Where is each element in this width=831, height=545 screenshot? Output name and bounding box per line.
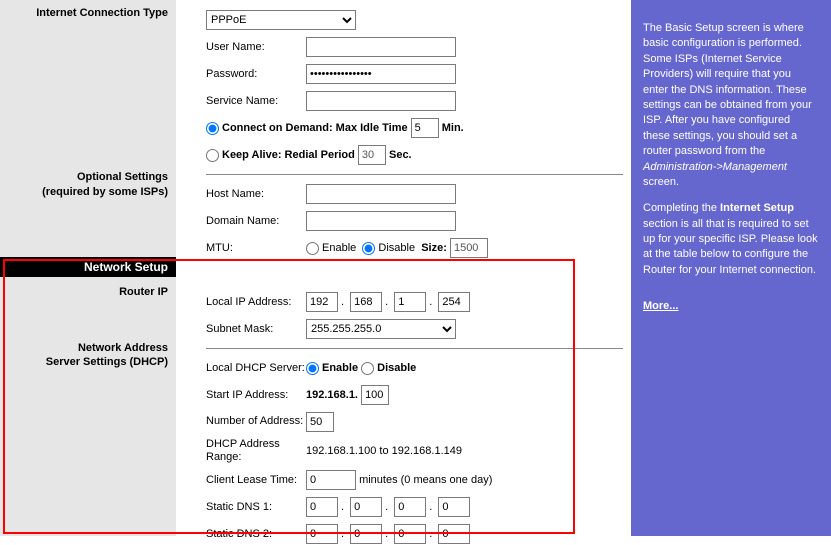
dns2-o3[interactable]: [394, 524, 426, 544]
service-name-label: Service Name:: [206, 95, 306, 107]
dns1-o4[interactable]: [438, 497, 470, 517]
dhcp-disable-label: Disable: [377, 362, 416, 374]
num-addr-label: Number of Address:: [206, 415, 306, 428]
dns2-o2[interactable]: [350, 524, 382, 544]
dns1-o3[interactable]: [394, 497, 426, 517]
keep-alive-label: Keep Alive: Redial Period: [222, 149, 355, 161]
mtu-size-input[interactable]: [450, 238, 488, 258]
subnet-mask-label: Subnet Mask:: [206, 323, 306, 335]
mtu-label: MTU:: [206, 242, 306, 254]
service-name-input[interactable]: [306, 91, 456, 111]
lease-time-input[interactable]: [306, 470, 356, 490]
start-ip-last-input[interactable]: [361, 385, 389, 405]
local-ip-o3[interactable]: [394, 292, 426, 312]
left-label-column: Internet Connection Type Optional Settin…: [0, 0, 176, 536]
start-ip-prefix: 192.168.1.: [306, 389, 358, 401]
dhcp-section-label-1: Network Address: [0, 341, 168, 355]
help-paragraph-2: Completing the Internet Setup section is…: [643, 201, 819, 278]
mtu-disable-radio[interactable]: [362, 242, 375, 255]
optional-settings-label-2: (required by some ISPs): [0, 185, 168, 199]
separator-2: [206, 348, 623, 349]
password-input[interactable]: [306, 64, 456, 84]
form-area: PPPoE User Name: Password: Service Name:…: [176, 0, 631, 536]
local-ip-label: Local IP Address:: [206, 296, 306, 308]
start-ip-label: Start IP Address:: [206, 389, 306, 401]
local-ip-o4[interactable]: [438, 292, 470, 312]
lease-time-label: Client Lease Time:: [206, 474, 306, 486]
lease-time-suffix: minutes (0 means one day): [359, 474, 492, 486]
dns1-o1[interactable]: [306, 497, 338, 517]
mtu-size-label: Size:: [421, 242, 447, 254]
help-paragraph-1: The Basic Setup screen is where basic co…: [643, 21, 819, 190]
dhcp-server-label: Local DHCP Server:: [206, 362, 306, 374]
local-ip-o1[interactable]: [306, 292, 338, 312]
host-name-label: Host Name:: [206, 188, 306, 200]
local-ip-o2[interactable]: [350, 292, 382, 312]
connection-type-select[interactable]: PPPoE: [206, 10, 356, 30]
router-ip-label: Router IP: [0, 277, 168, 299]
num-addr-input[interactable]: [306, 412, 334, 432]
host-name-input[interactable]: [306, 184, 456, 204]
dns2-o4[interactable]: [438, 524, 470, 544]
password-label: Password:: [206, 68, 306, 80]
optional-settings-label-1: Optional Settings: [0, 170, 168, 184]
connect-on-demand-radio[interactable]: [206, 122, 219, 135]
mtu-enable-radio[interactable]: [306, 242, 319, 255]
connect-on-demand-label: Connect on Demand: Max Idle Time: [222, 122, 408, 134]
dhcp-section-label-2: Server Settings (DHCP): [0, 355, 168, 369]
max-idle-time-input[interactable]: [411, 118, 439, 138]
redial-period-input[interactable]: [358, 145, 386, 165]
keep-alive-radio[interactable]: [206, 149, 219, 162]
dhcp-range-value: 192.168.1.100 to 192.168.1.149: [306, 445, 462, 457]
internet-connection-type-label: Internet Connection Type: [0, 4, 168, 20]
dhcp-disable-radio[interactable]: [361, 362, 374, 375]
dns1-o2[interactable]: [350, 497, 382, 517]
sec-label: Sec.: [389, 149, 412, 161]
separator-1: [206, 174, 623, 175]
username-input[interactable]: [306, 37, 456, 57]
dns1-label: Static DNS 1:: [206, 501, 306, 513]
domain-name-label: Domain Name:: [206, 215, 306, 227]
dhcp-range-label: DHCP Address Range:: [206, 438, 306, 464]
network-setup-header: Network Setup: [0, 257, 176, 277]
domain-name-input[interactable]: [306, 211, 456, 231]
username-label: User Name:: [206, 41, 306, 53]
help-panel: The Basic Setup screen is where basic co…: [631, 0, 831, 536]
min-label: Min.: [442, 122, 464, 134]
dhcp-enable-radio[interactable]: [306, 362, 319, 375]
more-link[interactable]: More...: [643, 299, 678, 314]
dhcp-enable-label: Enable: [322, 362, 358, 374]
mtu-disable-label: Disable: [378, 242, 415, 254]
subnet-mask-select[interactable]: 255.255.255.0: [306, 319, 456, 339]
dns2-label: Static DNS 2:: [206, 528, 306, 540]
mtu-enable-label: Enable: [322, 242, 356, 254]
dns2-o1[interactable]: [306, 524, 338, 544]
